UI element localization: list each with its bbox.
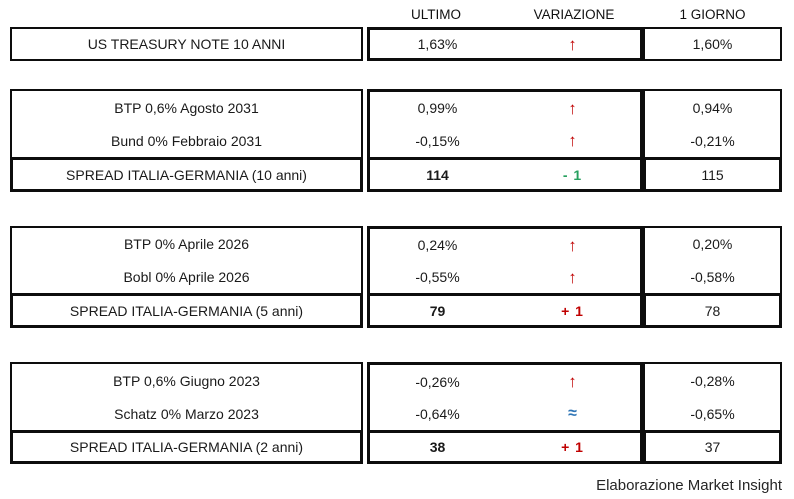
spread-label: SPREAD ITALIA-GERMANIA (5 anni) xyxy=(69,302,304,319)
giorno-value: 1,60% xyxy=(692,36,733,52)
label-cell: US TREASURY NOTE 10 ANNI xyxy=(10,27,363,61)
giorno-cell: -0,28% -0,65% xyxy=(643,362,782,430)
arrow-up-icon: ↑ xyxy=(568,98,577,118)
spread-ultimo-value: 114 xyxy=(426,166,449,183)
arrow-up-icon: ↑ xyxy=(568,34,577,54)
spread-ultimo-value: 79 xyxy=(429,302,446,319)
ultimo-value: 1,63% xyxy=(417,36,458,52)
spread-giorno-value: 78 xyxy=(704,302,721,319)
spread-giorno-cell: 115 xyxy=(643,157,782,192)
spread-row-10-anni: SPREAD ITALIA-GERMANIA (10 anni) 114 - 1… xyxy=(0,157,794,192)
spread-giorno-cell: 37 xyxy=(643,430,782,464)
col-header-variazione: VARIAZIONE xyxy=(533,7,615,22)
spread-label: SPREAD ITALIA-GERMANIA (2 anni) xyxy=(69,439,304,455)
row-label: US TREASURY NOTE 10 ANNI xyxy=(87,36,286,52)
spread-label: SPREAD ITALIA-GERMANIA (10 anni) xyxy=(66,166,307,183)
spread-change-value: + 1 xyxy=(561,302,584,319)
row-label: BTP 0,6% Giugno 2023 xyxy=(113,372,260,389)
giorno-value: -0,21% xyxy=(690,132,735,149)
giorno-value: 0,20% xyxy=(692,236,733,253)
ultimo-variazione-cell: 0,99% ↑ -0,15% ↑ xyxy=(367,89,643,157)
ultimo-variazione-cell: -0,26% ↑ -0,64% ≈ xyxy=(367,362,643,430)
giorno-value: -0,58% xyxy=(690,268,735,285)
col-header-ultimo: ULTIMO xyxy=(411,7,461,22)
section-5-anni-rows: BTP 0% Aprile 2026 Bobl 0% Aprile 2026 0… xyxy=(0,226,794,293)
spread-giorno-cell: 78 xyxy=(643,293,782,328)
ultimo-value: -0,55% xyxy=(415,269,460,285)
giorno-cell: 0,94% -0,21% xyxy=(643,89,782,157)
spread-ultimo-value: 38 xyxy=(429,439,446,455)
row-label: BTP 0,6% Agosto 2031 xyxy=(114,99,259,116)
spread-change-value: - 1 xyxy=(562,166,583,183)
row-label: Bund 0% Febbraio 2031 xyxy=(111,132,262,149)
spread-label-cell: SPREAD ITALIA-GERMANIA (5 anni) xyxy=(10,293,363,328)
arrow-up-icon: ↑ xyxy=(568,131,577,151)
ultimo-value: 0,99% xyxy=(417,100,458,117)
arrow-up-icon: ↑ xyxy=(568,267,577,287)
spread-ultimo-variazione-cell: 38 + 1 xyxy=(367,430,643,464)
label-cell: BTP 0,6% Agosto 2031 Bund 0% Febbraio 20… xyxy=(10,89,363,157)
spread-row-5-anni: SPREAD ITALIA-GERMANIA (5 anni) 79 + 1 7… xyxy=(0,293,794,328)
ultimo-value: -0,64% xyxy=(415,406,460,422)
section-10-anni-rows: BTP 0,6% Agosto 2031 Bund 0% Febbraio 20… xyxy=(0,89,794,157)
row-label: Bobl 0% Aprile 2026 xyxy=(123,268,250,285)
spread-giorno-value: 115 xyxy=(701,166,724,183)
label-cell: BTP 0% Aprile 2026 Bobl 0% Aprile 2026 xyxy=(10,226,363,293)
ultimo-variazione-cell: 1,63% ↑ xyxy=(367,27,643,61)
col-header-1-giorno: 1 GIORNO xyxy=(679,7,746,22)
arrow-up-icon: ↑ xyxy=(568,235,577,255)
spread-ultimo-variazione-cell: 79 + 1 xyxy=(367,293,643,328)
row-label: Schatz 0% Marzo 2023 xyxy=(114,405,259,422)
giorno-value: -0,28% xyxy=(690,372,735,389)
spread-label-cell: SPREAD ITALIA-GERMANIA (10 anni) xyxy=(10,157,363,192)
giorno-cell: 0,20% -0,58% xyxy=(643,226,782,293)
approx-equal-icon: ≈ xyxy=(568,405,577,422)
section-us-treasury: US TREASURY NOTE 10 ANNI 1,63% ↑ 1,60% xyxy=(0,27,794,61)
ultimo-variazione-cell: 0,24% ↑ -0,55% ↑ xyxy=(367,226,643,293)
spread-change-value: + 1 xyxy=(561,439,584,455)
arrow-up-icon: ↑ xyxy=(568,372,577,391)
giorno-value: -0,65% xyxy=(690,405,735,422)
giorno-cell: 1,60% xyxy=(643,27,782,61)
label-cell: BTP 0,6% Giugno 2023 Schatz 0% Marzo 202… xyxy=(10,362,363,430)
ultimo-value: -0,15% xyxy=(415,132,460,149)
giorno-value: 0,94% xyxy=(692,99,733,116)
spread-giorno-value: 37 xyxy=(704,439,721,455)
ultimo-value: 0,24% xyxy=(417,237,458,253)
row-label: BTP 0% Aprile 2026 xyxy=(123,236,250,253)
section-2-anni-rows: BTP 0,6% Giugno 2023 Schatz 0% Marzo 202… xyxy=(0,362,794,430)
ultimo-value: -0,26% xyxy=(415,373,460,390)
spread-row-2-anni: SPREAD ITALIA-GERMANIA (2 anni) 38 + 1 3… xyxy=(0,430,794,464)
credit-text: Elaborazione Market Insight xyxy=(596,477,782,494)
spread-ultimo-variazione-cell: 114 - 1 xyxy=(367,157,643,192)
spread-label-cell: SPREAD ITALIA-GERMANIA (2 anni) xyxy=(10,430,363,464)
